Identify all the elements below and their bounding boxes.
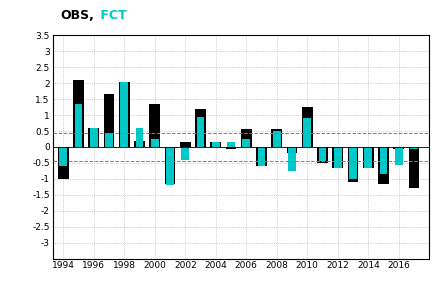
Text: FCT: FCT: [96, 9, 127, 22]
Bar: [105, 133, 113, 147]
Bar: [349, 147, 357, 179]
Bar: [273, 131, 281, 147]
Bar: [149, 104, 160, 147]
Bar: [378, 147, 389, 184]
Bar: [181, 147, 189, 160]
Bar: [302, 107, 313, 147]
Bar: [74, 104, 82, 147]
Bar: [195, 109, 206, 147]
Bar: [165, 147, 175, 184]
Bar: [120, 81, 128, 147]
Bar: [151, 139, 159, 147]
Bar: [288, 147, 296, 171]
Bar: [395, 147, 403, 165]
Bar: [272, 129, 282, 147]
Bar: [332, 147, 343, 168]
Bar: [258, 147, 265, 166]
Bar: [304, 118, 311, 147]
Bar: [88, 128, 99, 147]
Bar: [319, 147, 326, 161]
Bar: [136, 128, 143, 147]
Bar: [226, 147, 237, 148]
Bar: [134, 141, 145, 147]
Bar: [90, 128, 98, 147]
Bar: [363, 147, 374, 168]
Bar: [227, 142, 235, 147]
Bar: [58, 147, 69, 179]
Bar: [393, 147, 404, 148]
Bar: [73, 80, 84, 147]
Bar: [210, 142, 221, 147]
Bar: [104, 94, 114, 147]
Bar: [241, 129, 251, 147]
Bar: [242, 139, 250, 147]
Bar: [334, 147, 342, 168]
Bar: [256, 147, 267, 166]
Bar: [197, 117, 204, 147]
Bar: [286, 147, 297, 153]
Bar: [364, 147, 372, 168]
Bar: [348, 147, 358, 182]
Bar: [166, 147, 174, 185]
Bar: [409, 147, 419, 188]
Bar: [180, 142, 191, 147]
Bar: [60, 147, 67, 166]
Bar: [380, 147, 387, 174]
Bar: [212, 142, 219, 147]
Bar: [410, 147, 418, 148]
Text: OBS,: OBS,: [60, 9, 94, 22]
Bar: [317, 147, 328, 163]
Bar: [119, 81, 130, 147]
